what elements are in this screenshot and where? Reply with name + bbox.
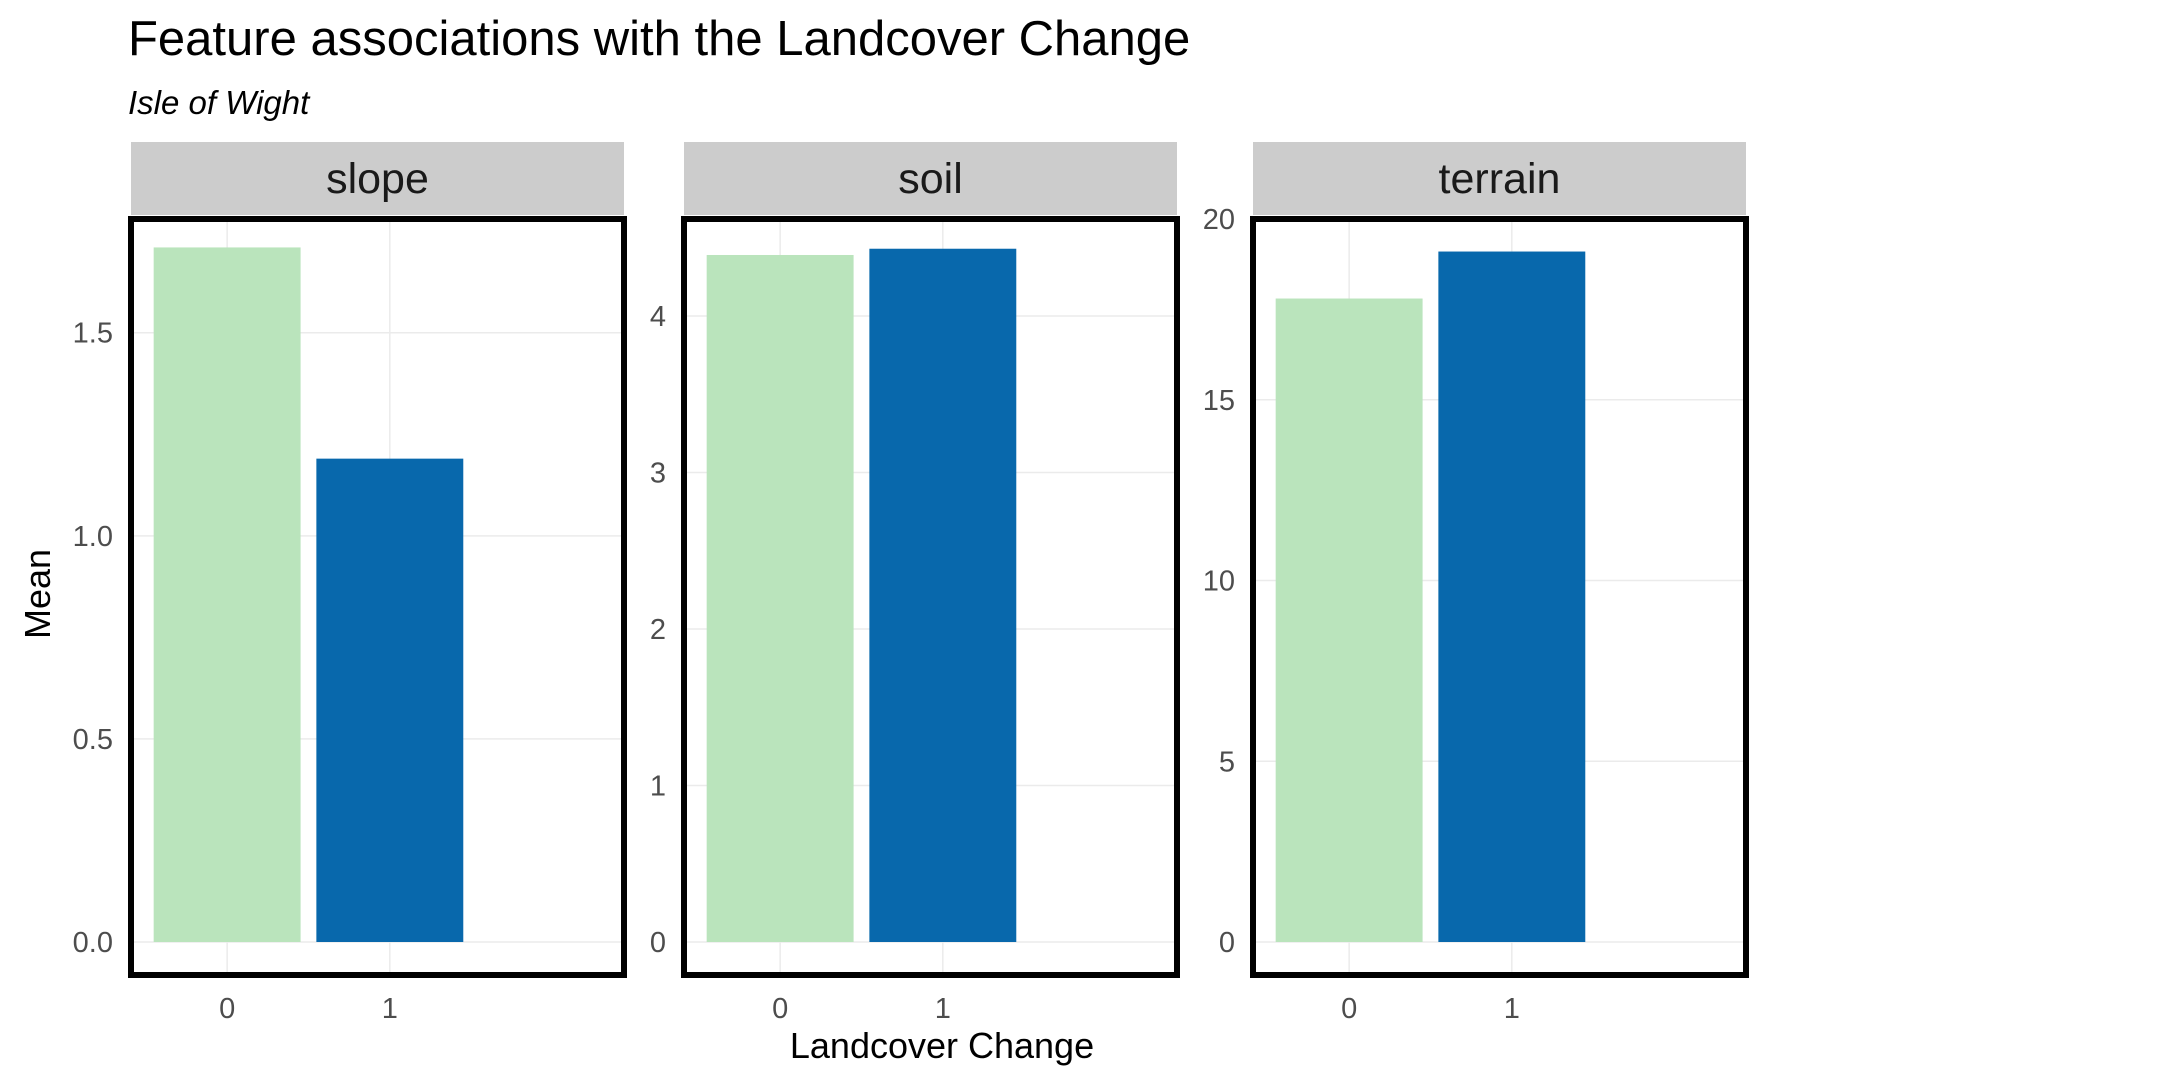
y-tick-label: 5 bbox=[1219, 746, 1235, 778]
panel-border bbox=[1250, 216, 1749, 978]
y-tick-label: 1 bbox=[650, 771, 666, 803]
x-tick-label: 1 bbox=[935, 993, 951, 1025]
y-tick-label: 20 bbox=[1203, 204, 1235, 236]
bar-soil-0 bbox=[706, 254, 854, 942]
bar-soil-1 bbox=[869, 248, 1017, 942]
x-tick-label: 0 bbox=[219, 993, 235, 1025]
y-tick-label: 2 bbox=[650, 614, 666, 646]
chart-title: Feature associations with the Landcover … bbox=[128, 12, 1190, 66]
y-axis-title: Mean bbox=[17, 549, 58, 639]
x-axis-title: Landcover Change bbox=[790, 1025, 1094, 1066]
facet-strip bbox=[131, 142, 624, 215]
facet-strip-label: terrain bbox=[1439, 155, 1561, 203]
facet-slope: slope 0.0 0.5 1.0 1.5 0 1 bbox=[73, 142, 627, 1025]
x-tick-label: 0 bbox=[772, 993, 788, 1025]
bar-terrain-0 bbox=[1275, 298, 1423, 942]
bar-slope-0 bbox=[153, 247, 301, 942]
y-tick-label: 0 bbox=[650, 927, 666, 959]
y-tick-label: 0.0 bbox=[73, 927, 113, 959]
y-tick-label: 0 bbox=[1219, 927, 1235, 959]
facet-strip bbox=[1253, 142, 1746, 215]
x-tick-label: 1 bbox=[382, 993, 398, 1025]
y-tick-label: 1.0 bbox=[73, 521, 113, 553]
bar-terrain-1 bbox=[1438, 251, 1586, 942]
facet-strip-label: soil bbox=[898, 155, 963, 203]
x-tick-label: 1 bbox=[1504, 993, 1520, 1025]
y-tick-label: 3 bbox=[650, 458, 666, 490]
facets: slope 0.0 0.5 1.0 1.5 0 1 soil 0 1 2 3 4 0 1 terrain 0 5 1… bbox=[73, 142, 1749, 1025]
bar-slope-1 bbox=[316, 458, 464, 942]
y-tick-label: 15 bbox=[1203, 385, 1235, 417]
facet-soil: soil 0 1 2 3 4 0 1 bbox=[650, 142, 1180, 1025]
facet-strip-label: slope bbox=[326, 155, 429, 203]
facet-terrain: terrain 0 5 10 15 20 0 1 bbox=[1203, 142, 1749, 1025]
y-tick-label: 1.5 bbox=[73, 318, 113, 350]
panel-border bbox=[681, 216, 1180, 978]
facet-strip bbox=[684, 142, 1177, 215]
panel-border bbox=[128, 216, 627, 978]
y-tick-label: 4 bbox=[650, 301, 666, 333]
x-tick-label: 0 bbox=[1341, 993, 1357, 1025]
y-tick-label: 0.5 bbox=[73, 724, 113, 756]
chart-subtitle: Isle of Wight bbox=[128, 84, 311, 121]
y-tick-label: 10 bbox=[1203, 566, 1235, 598]
